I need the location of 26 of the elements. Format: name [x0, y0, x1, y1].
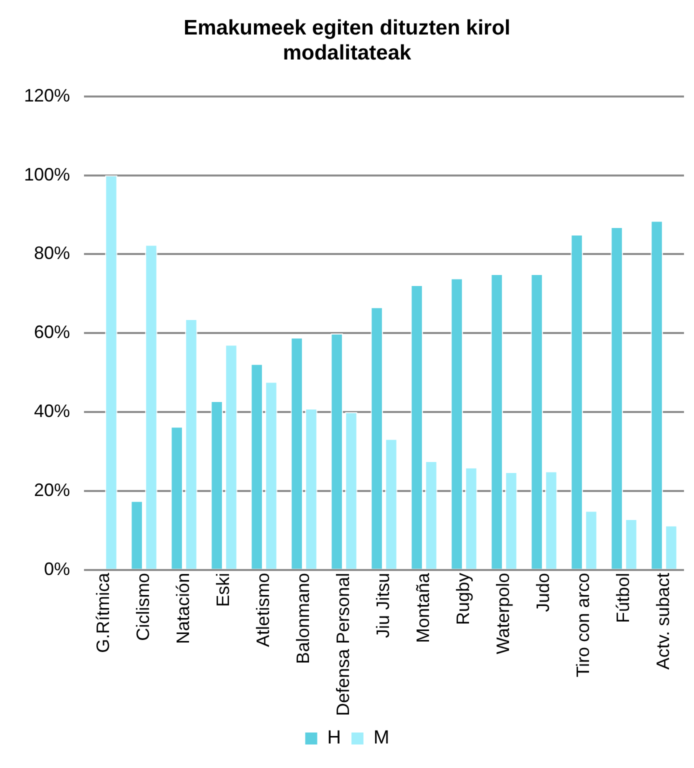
x-tick-label: Tiro con arco — [572, 572, 593, 678]
x-tick-label: Waterpolo — [492, 572, 513, 654]
legend-label: H — [327, 728, 341, 749]
x-tick-label: Atletismo — [252, 572, 273, 647]
legend-label: M — [373, 728, 390, 749]
x-tick-label: Judo — [532, 572, 553, 612]
x-tick-label: Eski — [212, 572, 233, 607]
y-tick-label: 100% — [24, 164, 70, 184]
x-tick-label: Actv. subact — [652, 572, 673, 670]
x-tick-label: Fútbol — [612, 572, 633, 623]
x-tick-label: Natación — [173, 572, 193, 644]
y-tick-label: 60% — [34, 322, 70, 342]
x-tick-label: Rugby — [452, 572, 473, 625]
x-tick-label: Ciclismo — [133, 572, 153, 641]
y-tick-label: 80% — [34, 243, 70, 264]
x-tick-label: Montaña — [412, 572, 433, 643]
x-tick-label: G.Rítmica — [93, 572, 114, 653]
text: Emakumeek egiten dituzten kirol — [184, 16, 510, 40]
y-tick-label: 120% — [24, 85, 70, 106]
y-tick-label: 0% — [44, 558, 70, 579]
x-tick-label: Balonmano — [292, 572, 313, 664]
text: modalitateak — [282, 42, 412, 65]
x-tick-label: Defensa Personal — [332, 572, 353, 716]
y-tick-label: 20% — [34, 480, 70, 500]
y-tick-label: 40% — [34, 401, 70, 422]
x-tick-label: Jiu Jitsu — [372, 572, 393, 638]
